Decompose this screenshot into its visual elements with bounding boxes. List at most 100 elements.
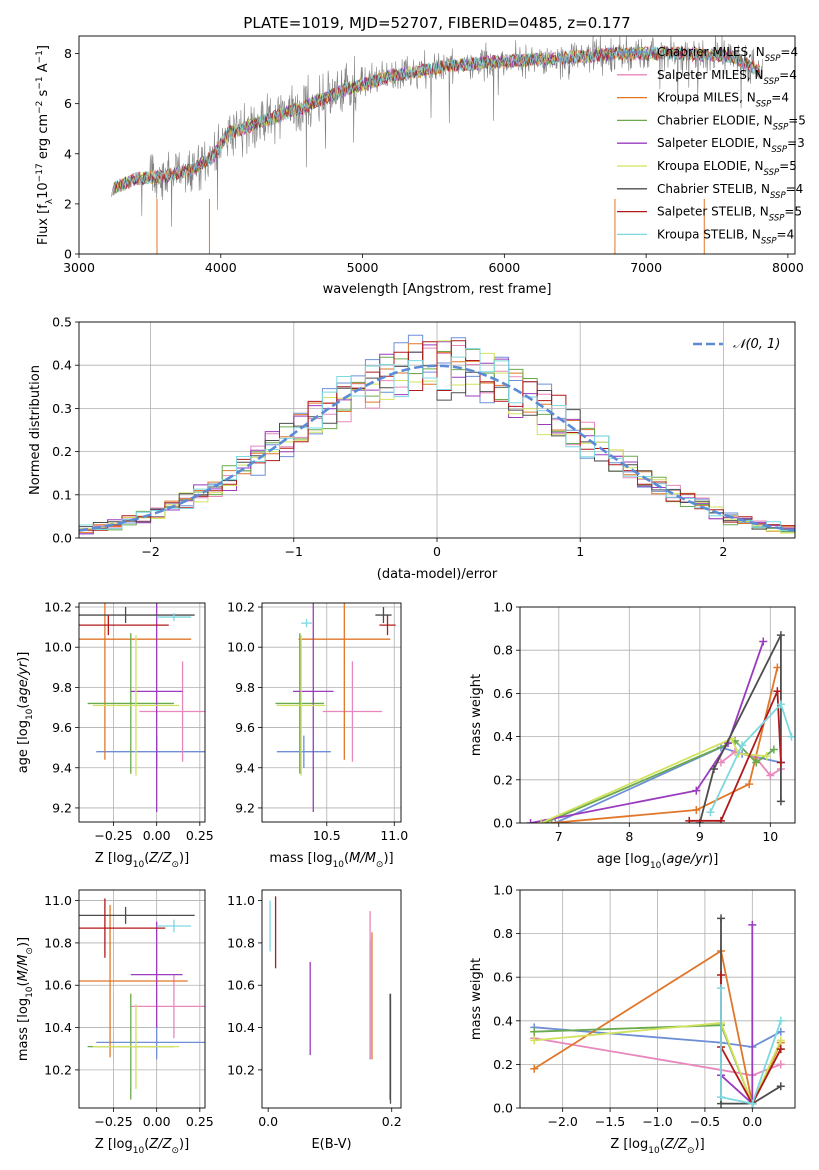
residuals-ylabel: Normed distribution	[28, 365, 43, 495]
legend-entry-salpeter_miles: Salpeter MILES, NSSP=4	[657, 68, 797, 87]
age_weight-marker-salpeter_stelib	[685, 816, 694, 823]
mass_age-xlabel: mass [log10(M/M⊙)]	[269, 851, 393, 870]
z_mass-xtick-label: 0.25	[186, 1114, 214, 1129]
age_weight-series-kroupa_elodie	[540, 737, 767, 823]
z_weight-plot-area	[520, 890, 795, 1108]
ebv_mass-ytick-label: 10.4	[227, 1020, 255, 1035]
spectrum-chart: 3000 4000 5000 6000 7000 8000 0 2 4 6 8 Chabrier MI…	[35, 35, 806, 297]
z_weight-ytick-label: 0.6	[493, 970, 513, 985]
mass_age-xtick-label: 10.5	[313, 828, 341, 843]
residuals-xtick-label: 1	[576, 544, 584, 559]
age_weight-marker-salpeter_elodie	[759, 637, 768, 646]
age_weight-marker-kroupa_stelib	[738, 741, 747, 750]
age_weight-marker-salpeter_miles	[766, 771, 775, 780]
z_mass-frame	[78, 889, 206, 1109]
spectrum-title: PLATE=1019, MJD=52707, FIBERID=0485, z=0…	[243, 14, 630, 32]
z_weight-ytick-label: 0.2	[493, 1057, 513, 1072]
ebv_mass-xtick-label: 0.0	[258, 1114, 278, 1129]
age_weight-marker-kroupa_elodie	[537, 819, 546, 823]
mass_age-ytick-label: 9.8	[235, 680, 255, 695]
ebv_mass-ytick-label: 10.6	[227, 978, 255, 993]
z_mass-ylabel: mass [log10(M/M⊙)]	[16, 937, 35, 1061]
residuals-xtick-label: 2	[719, 544, 727, 559]
mass_age-ytick-label: 9.4	[235, 760, 255, 775]
legend-entry-chabrier_elodie: Chabrier ELODIE, NSSP=5	[657, 113, 806, 132]
z_weight-xtick-label: −2.0	[547, 1114, 577, 1129]
residuals-chart: −2 −1 0 1 2 0.0 0.1 0.2 0.3 0.4 0.5 𝒩(0, 1) (data-mo…	[28, 315, 796, 582]
age_weight-xtick-label: 7	[555, 829, 563, 844]
residuals-xlabel: (data-model)/error	[377, 567, 498, 582]
ebv_mass-ytick-label: 11.0	[227, 893, 255, 908]
spectrum-xtick-label: 7000	[630, 260, 662, 275]
residuals-ytick-label: 0.0	[52, 531, 72, 546]
age_weight-xlabel: age [log10(age/yr)]	[597, 852, 719, 871]
age_weight-xtick-label: 9	[696, 829, 704, 844]
age_weight-ylabel: mass weight	[469, 674, 484, 756]
age_weight-marker-chabrier_miles	[551, 819, 560, 823]
z_age-ylabel: age [log10(age/yr)]	[16, 652, 35, 774]
spectrum-ytick-label: 4	[64, 146, 72, 161]
z_weight-frame	[519, 889, 796, 1109]
z_weight-marker-chabrier_miles	[776, 1027, 785, 1036]
z_age-ytick-label: 10.0	[44, 640, 72, 655]
mass_age-ytick-label: 9.6	[235, 720, 255, 735]
ebv_mass-plot-area	[269, 896, 392, 1104]
spectrum-model-line-chabrier_stelib	[112, 46, 760, 196]
z_weight-marker-chabrier_stelib	[776, 1082, 785, 1091]
z_mass-chart: −0.25 0.00 0.25 10.2 10.4 10.6 10.8 11.0 Z [log1…	[16, 889, 214, 1156]
residuals-ytick-label: 0.3	[52, 401, 72, 416]
residuals-ytick-label: 0.1	[52, 487, 72, 502]
z_mass-ytick-label: 10.4	[44, 1020, 72, 1035]
z_age-ytick-label: 10.2	[44, 600, 72, 615]
z_weight-marker-chabrier_elodie	[530, 1027, 539, 1036]
z_weight-marker-salpeter_stelib	[776, 1045, 785, 1054]
spectrum-ytick-label: 6	[64, 96, 72, 111]
legend-entry-kroupa_stelib: Kroupa STELIB, NSSP=4	[657, 227, 794, 246]
age_weight-xtick-label: 10	[762, 829, 778, 844]
z_mass-xlabel: Z [log10(Z/Z⊙)]	[95, 1137, 189, 1156]
z_weight-marker-kroupa_miles	[530, 1064, 539, 1073]
residuals-plot-area	[79, 322, 795, 538]
z_mass-plot-area	[79, 890, 205, 1108]
age_weight-xtick-label: 8	[625, 829, 633, 844]
z_weight-marker-salpeter_miles	[776, 1060, 785, 1069]
residuals-frame	[78, 321, 796, 539]
ebv_mass-ytick-label: 10.2	[227, 1062, 255, 1077]
normal-curve	[79, 364, 795, 532]
spectrum-xlabel: wavelength [Angstrom, rest frame]	[323, 282, 552, 297]
z_weight-ytick-label: 0.4	[493, 1013, 513, 1028]
z_weight-marker-kroupa_elodie	[776, 1036, 785, 1045]
z_mass-ytick-label: 11.0	[44, 893, 72, 908]
z_mass-ytick-label: 10.2	[44, 1062, 72, 1077]
spectrum-xtick-label: 5000	[347, 260, 379, 275]
spectrum-frame	[78, 35, 796, 255]
age_weight-marker-salpeter_elodie	[526, 819, 535, 823]
legend-entry-salpeter_elodie: Salpeter ELODIE, NSSP=3	[657, 136, 805, 155]
z_mass-xtick-label: −0.25	[94, 1114, 132, 1129]
age_weight-ytick-label: 1.0	[493, 600, 513, 615]
z_weight-xtick-label: −1.5	[595, 1114, 625, 1129]
z_age-xtick-label: −0.25	[94, 828, 132, 843]
z_weight-ytick-label: 0.8	[493, 926, 513, 941]
age_weight-ytick-label: 0.4	[493, 729, 513, 744]
age_weight-series-salpeter_stelib	[689, 690, 782, 822]
spectrum-ylabel: Flux [fλ10−17 erg cm−2 s−1 A−1]	[35, 45, 55, 245]
age_weight-marker-kroupa_stelib	[706, 808, 715, 817]
z_weight-ylabel: mass weight	[469, 958, 484, 1040]
mass_age-plot-area	[262, 603, 401, 822]
z_age-ytick-label: 9.4	[52, 760, 72, 775]
z_age-ytick-label: 9.2	[52, 800, 72, 815]
z_age-xtick-label: 0.00	[143, 828, 171, 843]
z_weight-marker-kroupa_stelib	[717, 1093, 726, 1102]
z_mass-ytick-label: 10.6	[44, 978, 72, 993]
z_mass-ytick-label: 10.8	[44, 935, 72, 950]
spectrum-plot-area	[111, 36, 763, 254]
z_age-ytick-label: 9.8	[52, 680, 72, 695]
legend-entry-kroupa_elodie: Kroupa ELODIE, NSSP=5	[657, 159, 797, 178]
ebv_mass-xlabel: E(B-V)	[311, 1137, 351, 1152]
legend-entry-salpeter_stelib: Salpeter STELIB, NSSP=5	[657, 205, 802, 224]
spectrum-xtick-label: 4000	[205, 260, 237, 275]
z_weight-xtick-label: 0.0	[742, 1114, 762, 1129]
